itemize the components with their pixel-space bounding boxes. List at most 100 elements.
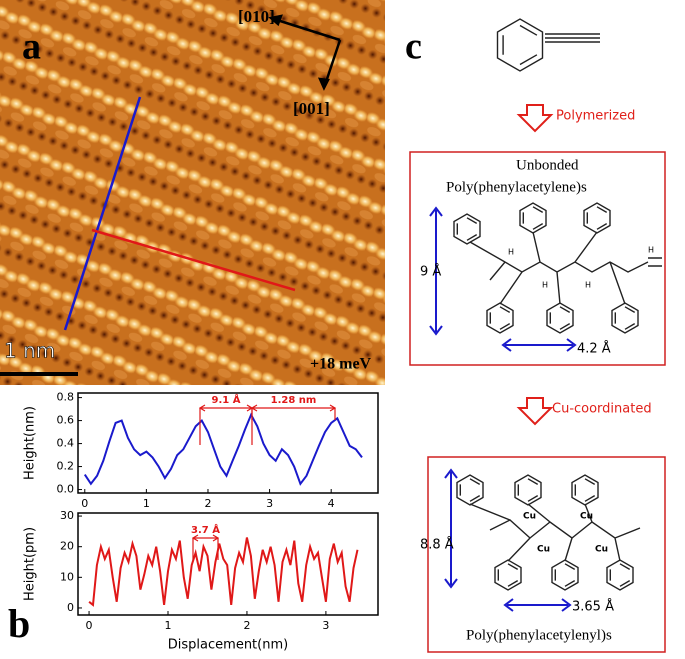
phenyl-double-bonds: [522, 206, 544, 230]
atom-label: H: [542, 281, 548, 290]
x-tick-label: 3: [266, 497, 273, 510]
direction-arrows: [268, 14, 342, 91]
dimension-arrow: [429, 206, 577, 352]
step-label: Cu-coordinated: [552, 402, 652, 417]
phenyl-double-bonds: [614, 306, 636, 330]
profile-line-red: [91, 228, 296, 292]
phenyl-double-bonds: [574, 478, 596, 502]
atom-label: H: [648, 246, 654, 255]
step-arrow: [516, 397, 554, 426]
phenyl-double-bonds: [459, 478, 481, 502]
phenyl-double-bonds: [497, 563, 519, 587]
phenyl-ring: [611, 302, 639, 334]
atom-label: H: [585, 281, 591, 290]
phenyl-ring: [496, 18, 544, 72]
y-tick-label: 10: [60, 570, 74, 583]
atom-label: Cu: [523, 512, 536, 522]
bias-label: +18 meV: [310, 356, 372, 373]
x-tick-label: 3: [322, 619, 329, 632]
backbone: [469, 503, 641, 562]
atom-label: Cu: [537, 545, 550, 555]
x-tick-label: 1: [165, 619, 172, 632]
atom-label: Cu: [595, 545, 608, 555]
phenyl-double-bonds: [502, 24, 538, 66]
phenyl-double-bonds: [586, 206, 608, 230]
plot-frame: [77, 392, 379, 494]
panel-c: c Polymerized Unbonded Poly(phenylacetyl…: [405, 18, 666, 653]
plot-frame: [77, 512, 379, 616]
phenyl-ring: [456, 474, 484, 506]
step-arrow: [516, 104, 554, 133]
phenyl-ring: [551, 559, 579, 591]
phenyl-ring: [519, 202, 547, 234]
phenyl-double-bonds: [554, 563, 576, 587]
phenyl-ring: [494, 559, 522, 591]
phenyl-double-bonds: [489, 306, 511, 330]
y-tick-label: 20: [60, 540, 74, 553]
phenyl-double-bonds: [456, 217, 478, 241]
phenyl-double-bonds: [609, 563, 631, 587]
scale-bar: [0, 372, 78, 376]
phenyl-ring: [606, 559, 634, 591]
atom-label: Cu: [580, 512, 593, 522]
panel-label: c: [405, 26, 422, 68]
x-tick-label: 1: [143, 497, 150, 510]
dimension-label: 4.2 Å: [577, 341, 611, 357]
y-tick-label: 0.4: [57, 437, 75, 450]
profile-line-blue: [63, 96, 142, 331]
panel-a: a [010] [001] 1 nm +18 meV: [0, 0, 385, 385]
direction-label: [001]: [293, 99, 330, 118]
annotation-arrow: [250, 404, 337, 420]
annotation: 3.7 Å: [191, 523, 220, 536]
panel-label: b: [8, 601, 30, 646]
box-title: Poly(phenylacetylene)s: [446, 179, 587, 195]
x-tick-label: 4: [328, 497, 335, 510]
phenyl-ring: [546, 302, 574, 334]
y-tick-label: 30: [60, 509, 74, 522]
backbone: [469, 231, 662, 305]
profile-line: [83, 412, 363, 486]
y-tick-label: 0.8: [57, 391, 75, 404]
x-axis-label: Displacement(nm): [168, 638, 288, 653]
scale-label: 1 nm: [4, 339, 55, 363]
stm-image: [0, 0, 385, 385]
y-tick-label: 0.6: [57, 414, 75, 427]
phenyl-double-bonds: [517, 478, 539, 502]
y-tick-label: 0.2: [57, 460, 75, 473]
x-tick-label: 2: [243, 619, 250, 632]
y-tick-label: 0: [67, 601, 74, 614]
annotation: 9.1 Å: [212, 393, 241, 406]
triple-bond: [545, 33, 600, 43]
y-axis-label: Height(pm): [23, 527, 38, 601]
box-title: Poly(phenylacetylenyl)s: [466, 627, 612, 643]
dimension-label: 9 Å: [420, 264, 441, 280]
dimension-label: 3.65 Å: [572, 599, 614, 615]
phenyl-ring: [514, 474, 542, 506]
phenyl-ring: [583, 202, 611, 234]
atom-label: H: [508, 248, 514, 257]
annotation-arrow: [191, 534, 220, 560]
annotation: 1.28 nm: [271, 395, 317, 406]
dimension-label: 8.8 Å: [420, 537, 454, 553]
x-tick-label: 2: [204, 497, 211, 510]
x-tick-label: 0: [81, 497, 88, 510]
annotation-arrow: [198, 404, 254, 445]
y-tick-label: 0.0: [57, 483, 75, 496]
x-tick-label: 0: [86, 619, 93, 632]
dimension-arrow: [444, 468, 572, 612]
panel-label: a: [22, 26, 41, 68]
structure-box: [409, 151, 666, 366]
direction-label: [010]: [238, 7, 275, 26]
phenyl-ring: [571, 474, 599, 506]
step-label: Polymerized: [556, 109, 635, 124]
structure-box: [427, 456, 666, 653]
box-title: Unbonded: [516, 157, 579, 173]
panel-b: 0.0 0.2 0.4 0.6 0.8 0 1 2 3 4 Height(nm) 9.1 Å 1.28 …: [23, 391, 379, 653]
profile-line: [88, 537, 359, 607]
y-axis-label: Height(nm): [23, 406, 38, 480]
phenyl-ring: [453, 213, 481, 245]
phenyl-ring: [486, 302, 514, 334]
phenyl-double-bonds: [549, 306, 571, 330]
